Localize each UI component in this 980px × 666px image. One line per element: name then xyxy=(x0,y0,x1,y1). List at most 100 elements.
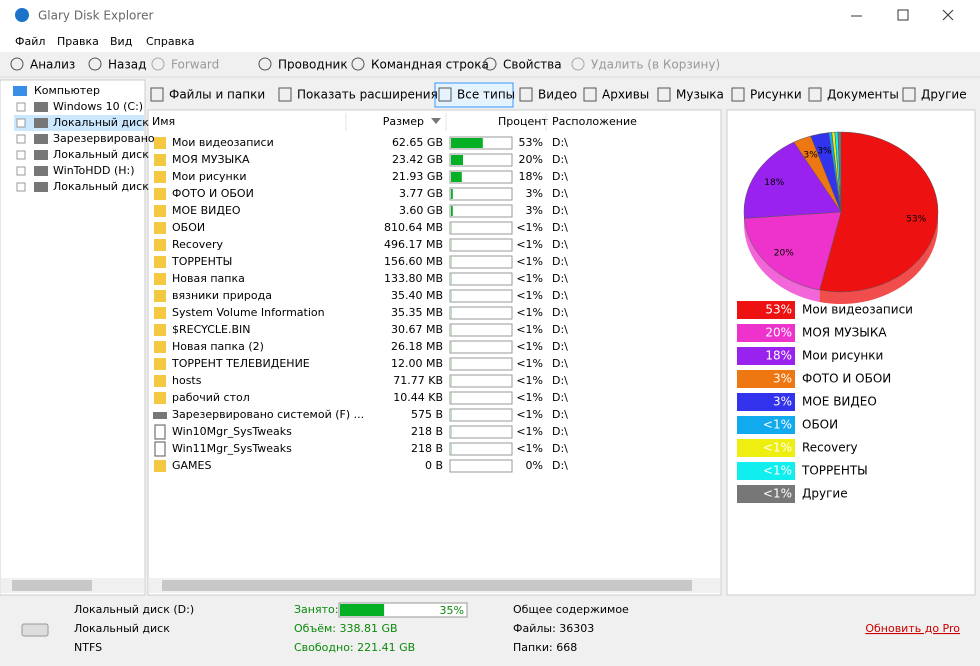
filter-icon[interactable] xyxy=(902,87,916,102)
tree-expander[interactable] xyxy=(16,118,26,128)
tree-expander[interactable] xyxy=(16,166,26,176)
file-name[interactable]: Win10Mgr_SysTweaks xyxy=(172,425,292,438)
filter-icon[interactable] xyxy=(731,87,745,102)
tree-item[interactable]: Локальный диск xyxy=(53,180,149,193)
filter-button[interactable]: Все типы xyxy=(457,88,515,102)
file-name[interactable]: ОБОИ xyxy=(172,221,205,234)
pie-slice[interactable] xyxy=(743,141,842,219)
filter-button[interactable]: Показать расширения xyxy=(297,88,438,102)
file-list xyxy=(147,109,722,596)
percent-bar-frame xyxy=(449,306,513,320)
upgrade-link[interactable]: Обновить до Pro xyxy=(865,622,960,635)
toolbar-button[interactable]: Анализ xyxy=(30,58,75,72)
filter-button[interactable]: Другие xyxy=(921,88,967,102)
file-name[interactable]: System Volume Information xyxy=(172,306,325,319)
toolbar-button[interactable]: Командная строка xyxy=(371,58,489,72)
file-size: 10.44 KB xyxy=(393,391,443,404)
toolbar-icon[interactable] xyxy=(351,57,365,71)
pie-slice[interactable] xyxy=(819,131,939,293)
tree-icon xyxy=(34,134,48,144)
tree-expander[interactable] xyxy=(16,150,26,160)
tree-scroll-thumb[interactable] xyxy=(12,580,92,591)
pie-slice[interactable] xyxy=(837,131,842,213)
filter-button[interactable]: Рисунки xyxy=(750,88,802,102)
folder-icon xyxy=(154,256,166,268)
filter-button[interactable]: Документы xyxy=(827,88,899,102)
tree-item[interactable]: Зарезервировано xyxy=(53,132,155,145)
column-header[interactable]: Процент xyxy=(498,115,548,128)
toolbar-icon[interactable] xyxy=(10,57,24,71)
toolbar-button[interactable]: Свойства xyxy=(503,58,562,72)
tree-item[interactable]: Локальный диск xyxy=(53,116,149,129)
file-location: D:\ xyxy=(552,255,568,268)
percent-bar-frame xyxy=(449,442,513,456)
file-name[interactable]: GAMES xyxy=(172,459,211,472)
tree-expander[interactable] xyxy=(16,182,26,192)
filter-icon[interactable] xyxy=(808,87,822,102)
filter-icon[interactable] xyxy=(519,87,533,102)
filter-icon[interactable] xyxy=(657,87,671,102)
file-name[interactable]: Win11Mgr_SysTweaks xyxy=(172,442,292,455)
file-name[interactable]: ТОРРЕНТЫ xyxy=(171,255,232,268)
column-header[interactable]: Размер xyxy=(383,115,424,128)
toolbar-button[interactable]: Удалить (в Корзину) xyxy=(591,58,720,72)
legend-name: Мои видеозаписи xyxy=(802,303,913,317)
tree-expander[interactable] xyxy=(16,134,26,144)
column-header[interactable]: Имя xyxy=(152,115,175,128)
maximize-button[interactable] xyxy=(897,9,909,21)
toolbar-button[interactable]: Forward xyxy=(171,58,219,72)
file-name[interactable]: Мои видеозаписи xyxy=(172,136,274,149)
menu-item[interactable]: Справка xyxy=(146,35,194,48)
percent-label: <1% xyxy=(516,408,543,421)
filter-button[interactable]: Видео xyxy=(538,88,577,102)
file-name[interactable]: Зарезервировано системой (F) ... xyxy=(172,408,364,421)
file-name[interactable]: рабочий стол xyxy=(172,391,250,404)
percent-bar-frame xyxy=(449,238,513,252)
percent-bar xyxy=(451,172,462,182)
toolbar-icon[interactable] xyxy=(258,57,272,71)
filter-icon[interactable] xyxy=(278,87,292,102)
filter-button[interactable]: Архивы xyxy=(602,88,649,102)
tree-icon xyxy=(34,182,48,192)
file-name[interactable]: Мои рисунки xyxy=(172,170,247,183)
file-location: D:\ xyxy=(552,442,568,455)
file-name[interactable]: вязники природа xyxy=(172,289,272,302)
filter-icon[interactable] xyxy=(150,87,164,102)
file-name[interactable]: ФОТО И ОБОИ xyxy=(172,187,254,200)
file-name[interactable]: МОЕ ВИДЕО xyxy=(172,204,241,217)
file-name[interactable]: МОЯ МУЗЫКА xyxy=(172,153,250,166)
toolbar-button[interactable]: Проводник xyxy=(278,58,348,72)
tree-item[interactable]: Компьютер xyxy=(34,84,100,97)
file-size: 23.42 GB xyxy=(392,153,443,166)
toolbar-icon[interactable] xyxy=(571,57,585,71)
toolbar-icon[interactable] xyxy=(88,57,102,71)
filter-icon[interactable] xyxy=(438,87,452,102)
menu-item[interactable]: Вид xyxy=(110,35,133,48)
pie-slice[interactable] xyxy=(744,211,842,291)
file-name[interactable]: Новая папка xyxy=(172,272,245,285)
tree-expander[interactable] xyxy=(16,102,26,112)
percent-label: <1% xyxy=(516,442,543,455)
file-size: 12.00 MB xyxy=(391,357,443,370)
column-header[interactable]: Расположение xyxy=(552,115,637,128)
tree-icon xyxy=(34,118,48,128)
percent-label: <1% xyxy=(516,340,543,353)
tree-item[interactable]: Windows 10 (C:) xyxy=(53,100,143,113)
file-name[interactable]: $RECYCLE.BIN xyxy=(172,323,250,336)
menu-item[interactable]: Файл xyxy=(15,35,45,48)
file-name[interactable]: ТОРРЕНТ ТЕЛЕВИДЕНИЕ xyxy=(171,357,310,370)
menu-item[interactable]: Правка xyxy=(57,35,99,48)
list-scroll-thumb[interactable] xyxy=(162,580,692,591)
filter-button[interactable]: Файлы и папки xyxy=(169,88,265,102)
file-name[interactable]: Новая папка (2) xyxy=(172,340,264,353)
file-name[interactable]: Recovery xyxy=(172,238,223,251)
close-button[interactable] xyxy=(942,9,954,21)
tree-item[interactable]: Локальный диск xyxy=(53,148,149,161)
tree-item[interactable]: WinToHDD (H:) xyxy=(53,164,135,177)
filter-icon[interactable] xyxy=(583,87,597,102)
file-name[interactable]: hosts xyxy=(172,374,202,387)
toolbar-icon[interactable] xyxy=(151,57,165,71)
filter-button[interactable]: Музыка xyxy=(676,88,724,102)
toolbar-button[interactable]: Назад xyxy=(108,58,146,72)
toolbar-icon[interactable] xyxy=(483,57,497,71)
